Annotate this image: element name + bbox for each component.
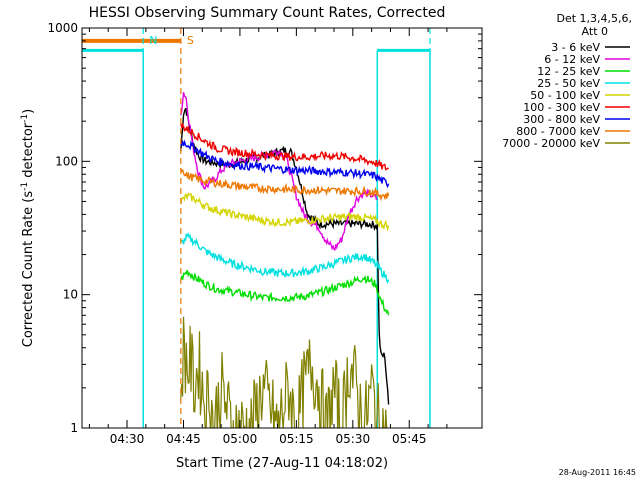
series-line [180,269,390,316]
plot-frame [81,27,483,429]
x-tick-label: 04:30 [110,432,145,446]
legend-header-line-2: Att 0 [582,25,608,38]
legend-entry-label: 12 - 25 keV [537,65,600,78]
x-tick-label: 05:45 [392,432,427,446]
y-axis: 1 10 100 1000 [47,21,482,435]
event-marker-label: N [149,34,157,47]
series-line [180,122,389,171]
y-tick-label: 100 [55,154,78,168]
legend-entry-label: 6 - 12 keV [544,53,600,66]
x-tick-label: 05:30 [336,432,371,446]
y-tick-label: 1 [70,421,78,435]
y-tick-label: 10 [63,288,78,302]
x-tick-label: 05:00 [223,432,258,446]
legend-entry-label: 300 - 800 keV [523,113,600,126]
x-axis: 04:30 04:45 05:00 05:15 05:30 05:45 [88,28,448,446]
legend-header-line-1: Det 1,3,4,5,6, [556,12,632,25]
series-line [180,192,390,232]
series-line [180,107,390,405]
x-axis-label: Start Time (27-Aug-11 04:18:02) [176,456,388,471]
legend-entry-label: 7000 - 20000 keV [502,137,600,150]
series-line [180,92,378,251]
series-line [180,232,390,285]
series-line [180,316,388,428]
x-tick-label: 04:45 [166,432,201,446]
series-line [180,167,390,202]
marker-layer: SN [142,28,431,428]
footer-date: 28-Aug-2011 16:45 [559,468,636,477]
chart-title: HESSI Observing Summary Count Rates, Cor… [89,5,446,21]
legend-entry-label: 100 - 300 keV [523,101,600,114]
y-axis-label: Corrected Count Rate (s-1 detector-1) [20,109,36,347]
legend-entry-label: 25 - 50 keV [537,77,600,90]
legend-entry-label: 800 - 7000 keV [516,125,600,138]
legend-entry-label: 50 - 100 keV [530,89,600,102]
x-tick-label: 05:15 [279,432,314,446]
y-tick-label: 1000 [47,21,78,35]
series-layer [82,38,431,428]
event-marker-label: S [187,34,194,47]
series-line [180,139,390,189]
legend-entry-label: 3 - 6 keV [551,41,600,54]
